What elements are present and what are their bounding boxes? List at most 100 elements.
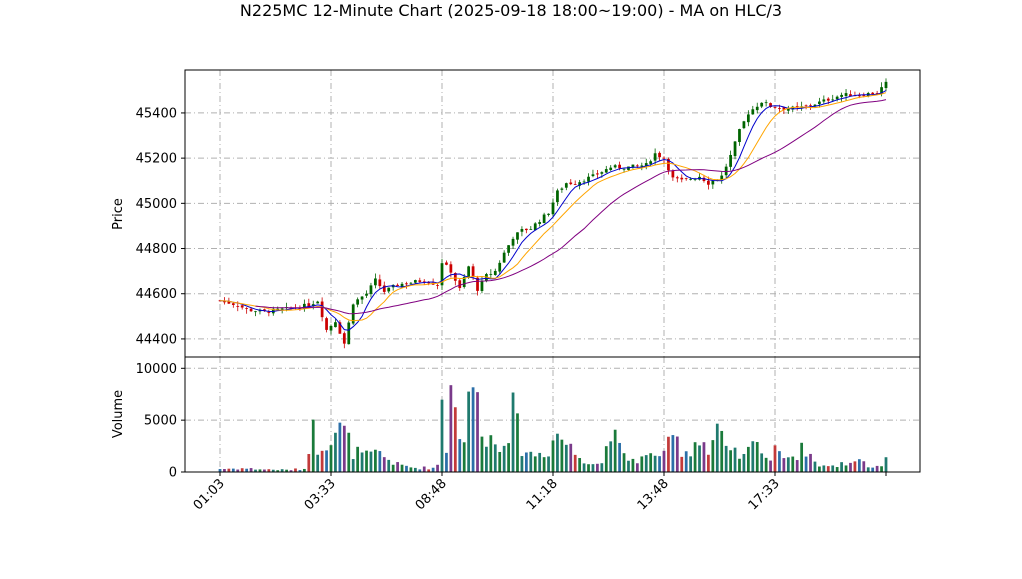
candle-body (600, 172, 604, 174)
volume-tick-label: 5000 (144, 414, 177, 429)
candle-body (667, 159, 670, 171)
time-tick-label: 11:18 (524, 476, 561, 513)
candle-body (755, 106, 759, 111)
candle-body (884, 81, 888, 89)
volume-bar (476, 392, 479, 472)
volume-bar (524, 452, 528, 472)
time-tick-label: 01:03 (191, 476, 228, 513)
volume-bar (227, 468, 231, 472)
candle-body (493, 270, 497, 275)
candle-body (671, 170, 675, 178)
candle-body (622, 168, 626, 170)
candle-body (374, 278, 377, 286)
volume-bar (680, 456, 684, 472)
candle-body (631, 164, 635, 168)
candle-body (485, 274, 488, 282)
volume-bar (511, 392, 515, 472)
candle-body (254, 311, 257, 313)
volume-axis-label: Volume (111, 390, 126, 438)
volume-bar (533, 456, 537, 472)
candle-body (662, 157, 666, 159)
candle-body (547, 213, 550, 215)
candle-body (826, 98, 830, 101)
volume-bar (755, 442, 759, 472)
candle-body (591, 174, 595, 177)
candle-body (746, 114, 750, 123)
volume-bar (351, 459, 355, 472)
volume-bar (302, 468, 306, 472)
volume-bar (271, 469, 275, 472)
candle-body (311, 304, 315, 307)
volume-bar (671, 435, 675, 472)
volume-bar (813, 461, 817, 472)
volume-bar (436, 464, 439, 472)
volume-bar (382, 457, 386, 472)
candle-body (227, 300, 231, 304)
candle-body (640, 165, 644, 167)
volume-bar (516, 413, 519, 472)
price-tick-label: 44600 (136, 287, 177, 302)
candle-body (831, 99, 835, 101)
volume-bar (520, 456, 524, 472)
candle-body (280, 308, 284, 310)
volume-bar (356, 446, 360, 472)
volume-tick-label: 0 (169, 466, 177, 481)
volume-bar (707, 454, 710, 472)
volume-bar (245, 468, 249, 472)
candle-body (378, 279, 382, 287)
volume-bar (800, 442, 804, 472)
candle-body (356, 299, 360, 305)
volume-bar (644, 455, 648, 472)
candle-body (458, 280, 462, 289)
volume-bar (538, 452, 542, 472)
volume-bar (556, 433, 559, 472)
volume-bar (587, 464, 590, 472)
chart-title: N225MC 12-Minute Chart (2025-09-18 18:00… (240, 1, 782, 20)
candle-body (782, 107, 786, 110)
time-tick-label: 13:48 (635, 476, 672, 513)
volume-bar (263, 469, 266, 472)
volume-bar (720, 430, 724, 472)
time-x-axis: 01:03 03:33 08:48 11:18 13:48 17:33 (191, 472, 887, 513)
volume-bar (675, 436, 679, 472)
volume-bar (218, 469, 222, 472)
volume-bar (453, 407, 457, 472)
volume-bar (467, 391, 471, 472)
candle-body (809, 105, 812, 107)
candle-body (533, 223, 537, 231)
candle-body (360, 296, 364, 300)
volume-bar (507, 443, 510, 472)
candle-body (302, 303, 306, 309)
candle-body (413, 280, 417, 283)
candle-body (857, 95, 861, 97)
candle-body (720, 175, 724, 181)
price-tick-label: 45200 (136, 152, 177, 167)
volume-bar (280, 469, 284, 472)
candle-body (342, 333, 346, 344)
candle-body (738, 129, 741, 143)
candle-body (298, 308, 302, 310)
candle-body (396, 284, 399, 286)
volume-bar (760, 453, 764, 472)
volume-bar (600, 463, 604, 472)
volume-bar (267, 469, 271, 472)
candle-body (707, 180, 710, 185)
volume-bar (698, 445, 701, 472)
volume-bar (795, 460, 799, 472)
volume-bar (609, 441, 613, 472)
candle-body (644, 163, 648, 166)
volume-bar (427, 469, 431, 472)
volume-bar (529, 451, 533, 472)
candle-body (844, 93, 848, 96)
volume-bar (307, 454, 311, 472)
volume-bar (449, 385, 453, 472)
candle-body (387, 287, 391, 292)
candle-body (427, 282, 431, 284)
volume-bar (764, 457, 768, 472)
volume-bar (285, 469, 288, 472)
ma-mid-line (219, 92, 887, 322)
volume-bar (231, 468, 235, 472)
volume-y-axis: 0 5000 10000 (136, 362, 185, 481)
candle-body (320, 301, 324, 318)
